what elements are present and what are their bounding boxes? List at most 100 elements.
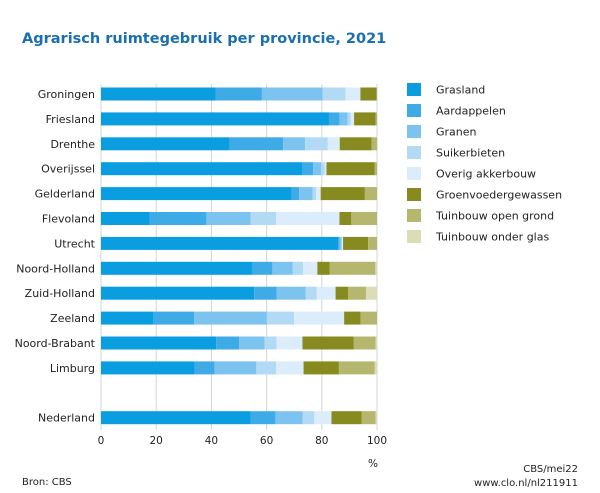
bar-segment-overig-akkerbouw	[303, 261, 318, 275]
bar-segment-granen	[206, 212, 251, 225]
bar-segment-tuinbouw-onder-glas	[365, 286, 377, 300]
bar-segment-grasland	[101, 336, 217, 350]
bar-segment-granen	[239, 336, 265, 350]
legend-swatch	[407, 167, 421, 180]
bar-segment-aardappelen	[229, 137, 284, 151]
bar-segment-suikerbieten	[250, 212, 277, 225]
x-tick-label: 100	[367, 435, 387, 447]
legend-label: Groenvoedergewassen	[436, 189, 562, 202]
legend-swatch	[407, 83, 421, 96]
bar-segment-aardappelen	[254, 286, 277, 300]
bar-segment-tuinbouw-open-grond	[361, 411, 376, 425]
bar-segment-suikerbieten	[266, 311, 295, 325]
category-label: Overijssel	[41, 163, 95, 176]
bar-segment-overig-akkerbouw	[276, 361, 304, 375]
category-label: Groningen	[38, 88, 95, 101]
source-note: Bron: CBS	[22, 477, 72, 488]
bar-segment-suikerbieten	[302, 411, 315, 425]
category-label: Flevoland	[42, 213, 95, 226]
bar-segment-tuinbouw-open-grond	[360, 311, 377, 325]
bar-segment-aardappelen	[328, 112, 340, 126]
category-label: Nederland	[38, 412, 95, 425]
x-tick-label: 80	[315, 435, 328, 447]
bar-segment-suikerbieten	[264, 336, 277, 350]
bar-segment-tuinbouw-open-grond	[351, 212, 377, 225]
bar-segment-suikerbieten	[312, 187, 317, 201]
bar-segment-overig-akkerbouw	[314, 411, 332, 425]
url-note: www.clo.nl/nl211911	[474, 478, 578, 489]
bar-segment-granen	[261, 87, 323, 101]
bar-segment-aardappelen	[338, 236, 340, 250]
category-label: Zuid-Holland	[25, 287, 95, 300]
bar-segment-suikerbieten	[292, 261, 304, 275]
bar-segment-tuinbouw-onder-glas	[375, 261, 377, 275]
bar-segment-granen	[339, 112, 348, 126]
bar-segment-granen	[283, 137, 305, 151]
bar-segment-groenvoedergewassen	[339, 212, 352, 225]
bar-segment-tuinbouw-onder-glas	[374, 361, 377, 375]
category-label: Zeeland	[50, 312, 95, 325]
legend-swatch	[407, 188, 421, 201]
category-label: Noord-Brabant	[15, 337, 96, 350]
legend-label: Grasland	[436, 84, 485, 97]
bar-segment-grasland	[101, 311, 154, 325]
bar-segment-granen	[194, 311, 267, 325]
bar-segment-tuinbouw-open-grond	[376, 87, 377, 101]
bar-segment-tuinbouw-open-grond	[353, 336, 376, 350]
legend-label: Tuinbouw onder glas	[435, 231, 549, 244]
bar-segment-tuinbouw-open-grond	[371, 137, 377, 151]
bar-segment-grasland	[101, 286, 255, 300]
category-label: Drenthe	[50, 138, 95, 151]
bar-segment-overig-akkerbouw	[345, 87, 361, 101]
category-label: Utrecht	[54, 237, 95, 250]
bar-segment-suikerbieten	[304, 137, 328, 151]
bar-segment-groenvoedergewassen	[343, 236, 369, 250]
category-label: Friesland	[46, 113, 95, 126]
bar-segment-aardappelen	[251, 261, 273, 275]
bar-segment-grasland	[101, 361, 195, 375]
x-tick-label: 0	[98, 435, 105, 447]
bar-segment-granen	[313, 162, 321, 176]
bar-segment-granen	[276, 286, 306, 300]
bar-segment-granen	[299, 187, 313, 201]
bar-segment-tuinbouw-open-grond	[374, 162, 377, 176]
bar-segment-groenvoedergewassen	[360, 87, 377, 101]
bars	[101, 87, 377, 425]
bar-segment-aardappelen	[153, 311, 195, 325]
bar-segment-groenvoedergewassen	[303, 361, 339, 375]
chart-title: Agrarisch ruimtegebruik per provincie, 2…	[22, 31, 386, 47]
bar-segment-grasland	[101, 87, 216, 101]
bar-segment-overig-akkerbouw	[327, 137, 340, 151]
x-tick-label: 20	[150, 435, 163, 447]
bar-segment-overig-akkerbouw	[342, 236, 344, 250]
bar-segment-overig-akkerbouw	[324, 162, 327, 176]
bar-segment-suikerbieten	[320, 162, 325, 176]
bar-segment-tuinbouw-open-grond	[364, 187, 377, 201]
bar-segment-tuinbouw-open-grond	[368, 236, 377, 250]
legend-swatch	[407, 104, 421, 117]
bar-segment-groenvoedergewassen	[326, 162, 375, 176]
bar-segment-tuinbouw-open-grond	[338, 361, 375, 375]
bar-segment-aardappelen	[250, 411, 276, 425]
credit-note: CBS/mei22	[523, 464, 578, 475]
x-tick-label: 40	[205, 435, 218, 447]
bar-segment-grasland	[101, 112, 329, 126]
legend-label: Overig akkerbouw	[436, 168, 536, 181]
category-labels: Groningen Friesland Drenthe Overijssel Gelde…	[15, 88, 96, 425]
bar-segment-suikerbieten	[347, 112, 351, 126]
category-label: Gelderland	[35, 188, 95, 201]
bar-segment-aardappelen	[149, 212, 207, 225]
bar-segment-aardappelen	[302, 162, 314, 176]
bar-segment-grasland	[101, 187, 292, 201]
bar-segment-suikerbieten	[322, 87, 346, 101]
bar-segment-overig-akkerbouw	[350, 112, 355, 126]
bar-segment-tuinbouw-onder-glas	[375, 336, 377, 350]
bar-segment-granen	[339, 236, 342, 250]
bar-segment-groenvoedergewassen	[344, 311, 361, 325]
bar-segment-grasland	[101, 411, 251, 425]
bar-segment-tuinbouw-open-grond	[348, 286, 366, 300]
legend-label: Tuinbouw open grond	[435, 210, 554, 223]
bar-segment-groenvoedergewassen	[339, 137, 372, 151]
legend-swatch	[407, 146, 421, 159]
